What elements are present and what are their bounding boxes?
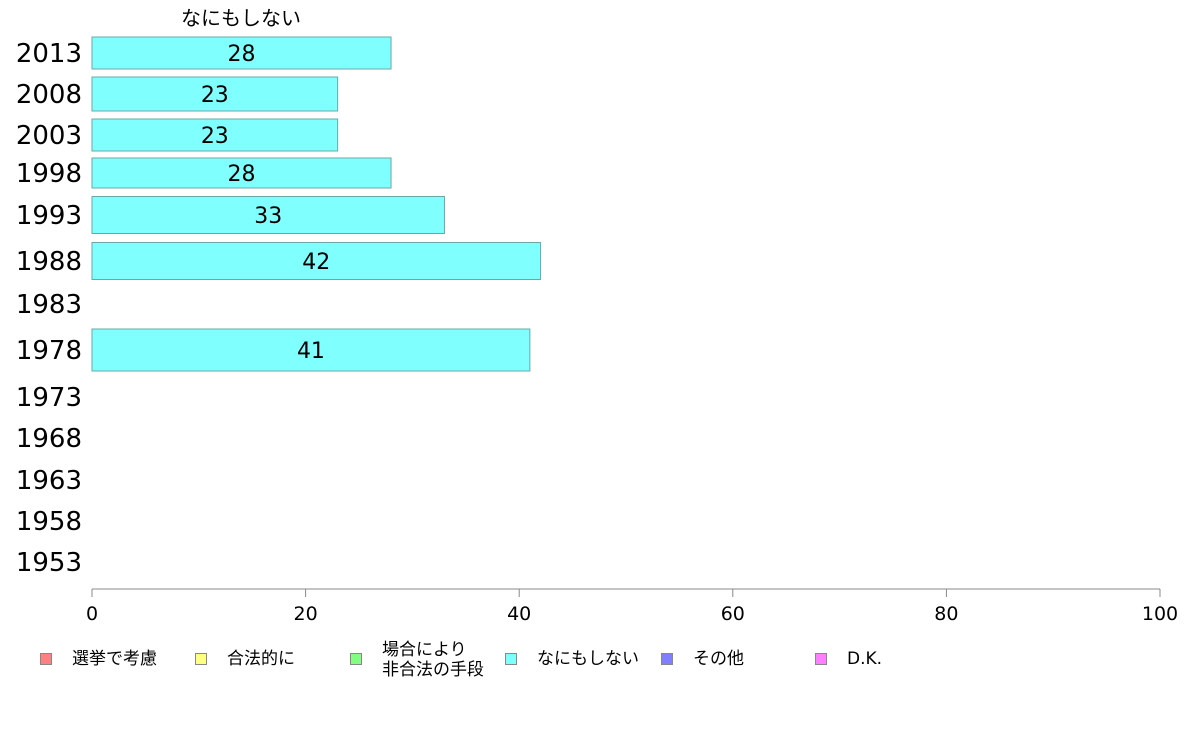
bar <box>91 76 339 112</box>
legend-label: 選挙で考慮 <box>72 649 157 669</box>
year-label: 1968 <box>16 424 82 454</box>
legend-swatch <box>661 653 673 665</box>
legend-label: 場合により 非合法の手段 <box>382 640 484 680</box>
bar-value-label: 23 <box>201 83 229 108</box>
legend: 選挙で考慮 合法的に 場合により 非合法の手段 なにもしない その他 D.K. <box>0 640 1188 700</box>
legend-swatch <box>505 653 517 665</box>
bar-value-label: 42 <box>302 250 330 275</box>
bar <box>91 157 392 189</box>
legend-swatch <box>350 653 362 665</box>
bar-value-label: 33 <box>254 204 282 229</box>
legend-label: 合法的に <box>227 649 295 669</box>
year-label: 1988 <box>16 247 82 277</box>
legend-label: その他 <box>693 649 744 669</box>
legend-label: D.K. <box>847 649 883 669</box>
bar-value-label: 41 <box>297 339 325 364</box>
bar <box>91 196 445 234</box>
bar <box>91 118 339 152</box>
legend-label: なにもしない <box>537 649 639 669</box>
x-tick-label: 40 <box>507 603 531 625</box>
bar <box>91 36 392 70</box>
legend-item-legal: 合法的に <box>195 640 295 669</box>
year-label: 1953 <box>16 548 82 578</box>
legend-item-other: その他 <box>661 640 744 669</box>
x-tick-label: 100 <box>1142 603 1178 625</box>
bar <box>91 242 542 280</box>
legend-item-dk: D.K. <box>815 640 882 669</box>
legend-swatch <box>195 653 207 665</box>
year-label: 1978 <box>16 336 82 366</box>
bar-value-label: 23 <box>201 124 229 149</box>
year-label: 1973 <box>16 383 82 413</box>
bar-value-label: 28 <box>228 162 256 187</box>
legend-item-nothing: なにもしない <box>505 640 639 669</box>
legend-item-election: 選挙で考慮 <box>40 640 157 669</box>
x-tick-label: 20 <box>294 603 318 625</box>
year-label: 2008 <box>16 80 82 110</box>
x-tick-label: 60 <box>721 603 745 625</box>
bar-value-label: 28 <box>228 42 256 67</box>
year-label: 1958 <box>16 507 82 537</box>
x-axis: 0 20 40 60 80 100 <box>86 588 1178 625</box>
year-label: 1993 <box>16 201 82 231</box>
legend-swatch <box>815 653 827 665</box>
chart-title: なにもしない <box>181 6 301 30</box>
year-label: 2003 <box>16 121 82 151</box>
legend-swatch <box>40 653 52 665</box>
bar <box>91 328 531 372</box>
year-label: 1998 <box>16 159 82 189</box>
year-label: 1983 <box>16 290 82 320</box>
legend-item-illegal: 場合により 非合法の手段 <box>350 640 484 680</box>
x-tick-label: 0 <box>86 603 98 625</box>
year-label: 2013 <box>16 39 82 69</box>
x-tick-label: 80 <box>934 603 958 625</box>
year-label: 1963 <box>16 466 82 496</box>
